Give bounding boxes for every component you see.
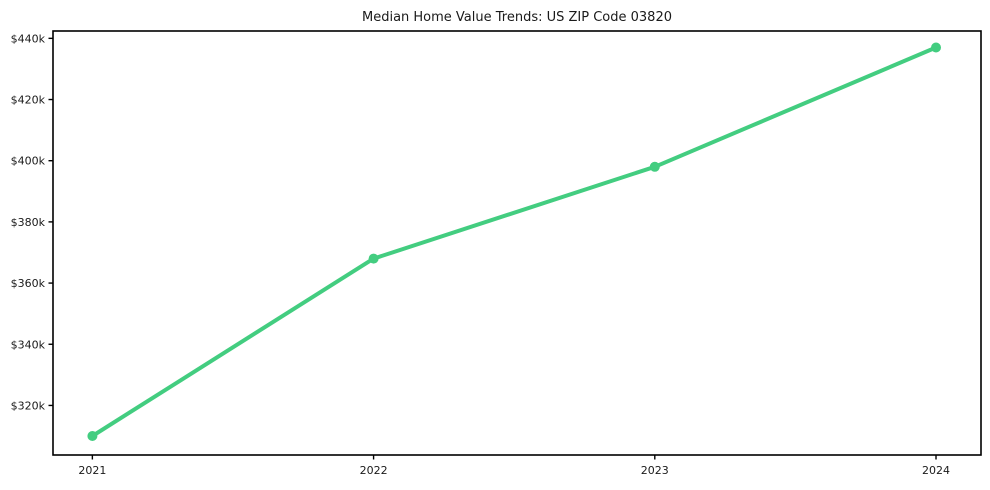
x-tick-label: 2023 [641,464,669,477]
data-point-2022 [368,253,379,264]
chart-title: Median Home Value Trends: US ZIP Code 03… [362,10,672,25]
y-tick-label: $320k [11,399,46,412]
y-tick-label: $360k [11,277,46,290]
y-tick-label: $400k [11,155,46,168]
data-point-2024 [931,42,941,53]
y-tick-label: $420k [11,94,46,107]
x-tick-label: 2021 [78,464,106,477]
data-point-2023 [649,161,660,172]
y-tick-label: $340k [11,338,46,351]
y-tick-label: $440k [11,32,46,45]
trend-line [90,45,938,438]
plot-border [52,30,982,456]
y-tick-label: $380k [11,216,46,229]
x-axis: 2021 2022 2023 2024 [78,455,950,477]
series-median-home-value [87,42,941,441]
x-tick-label: 2022 [360,464,388,477]
y-axis: $320k $340k $360k $380k $400k $420k $440k [11,32,53,412]
data-point-2021 [87,431,98,441]
x-tick-label: 2024 [922,464,950,477]
